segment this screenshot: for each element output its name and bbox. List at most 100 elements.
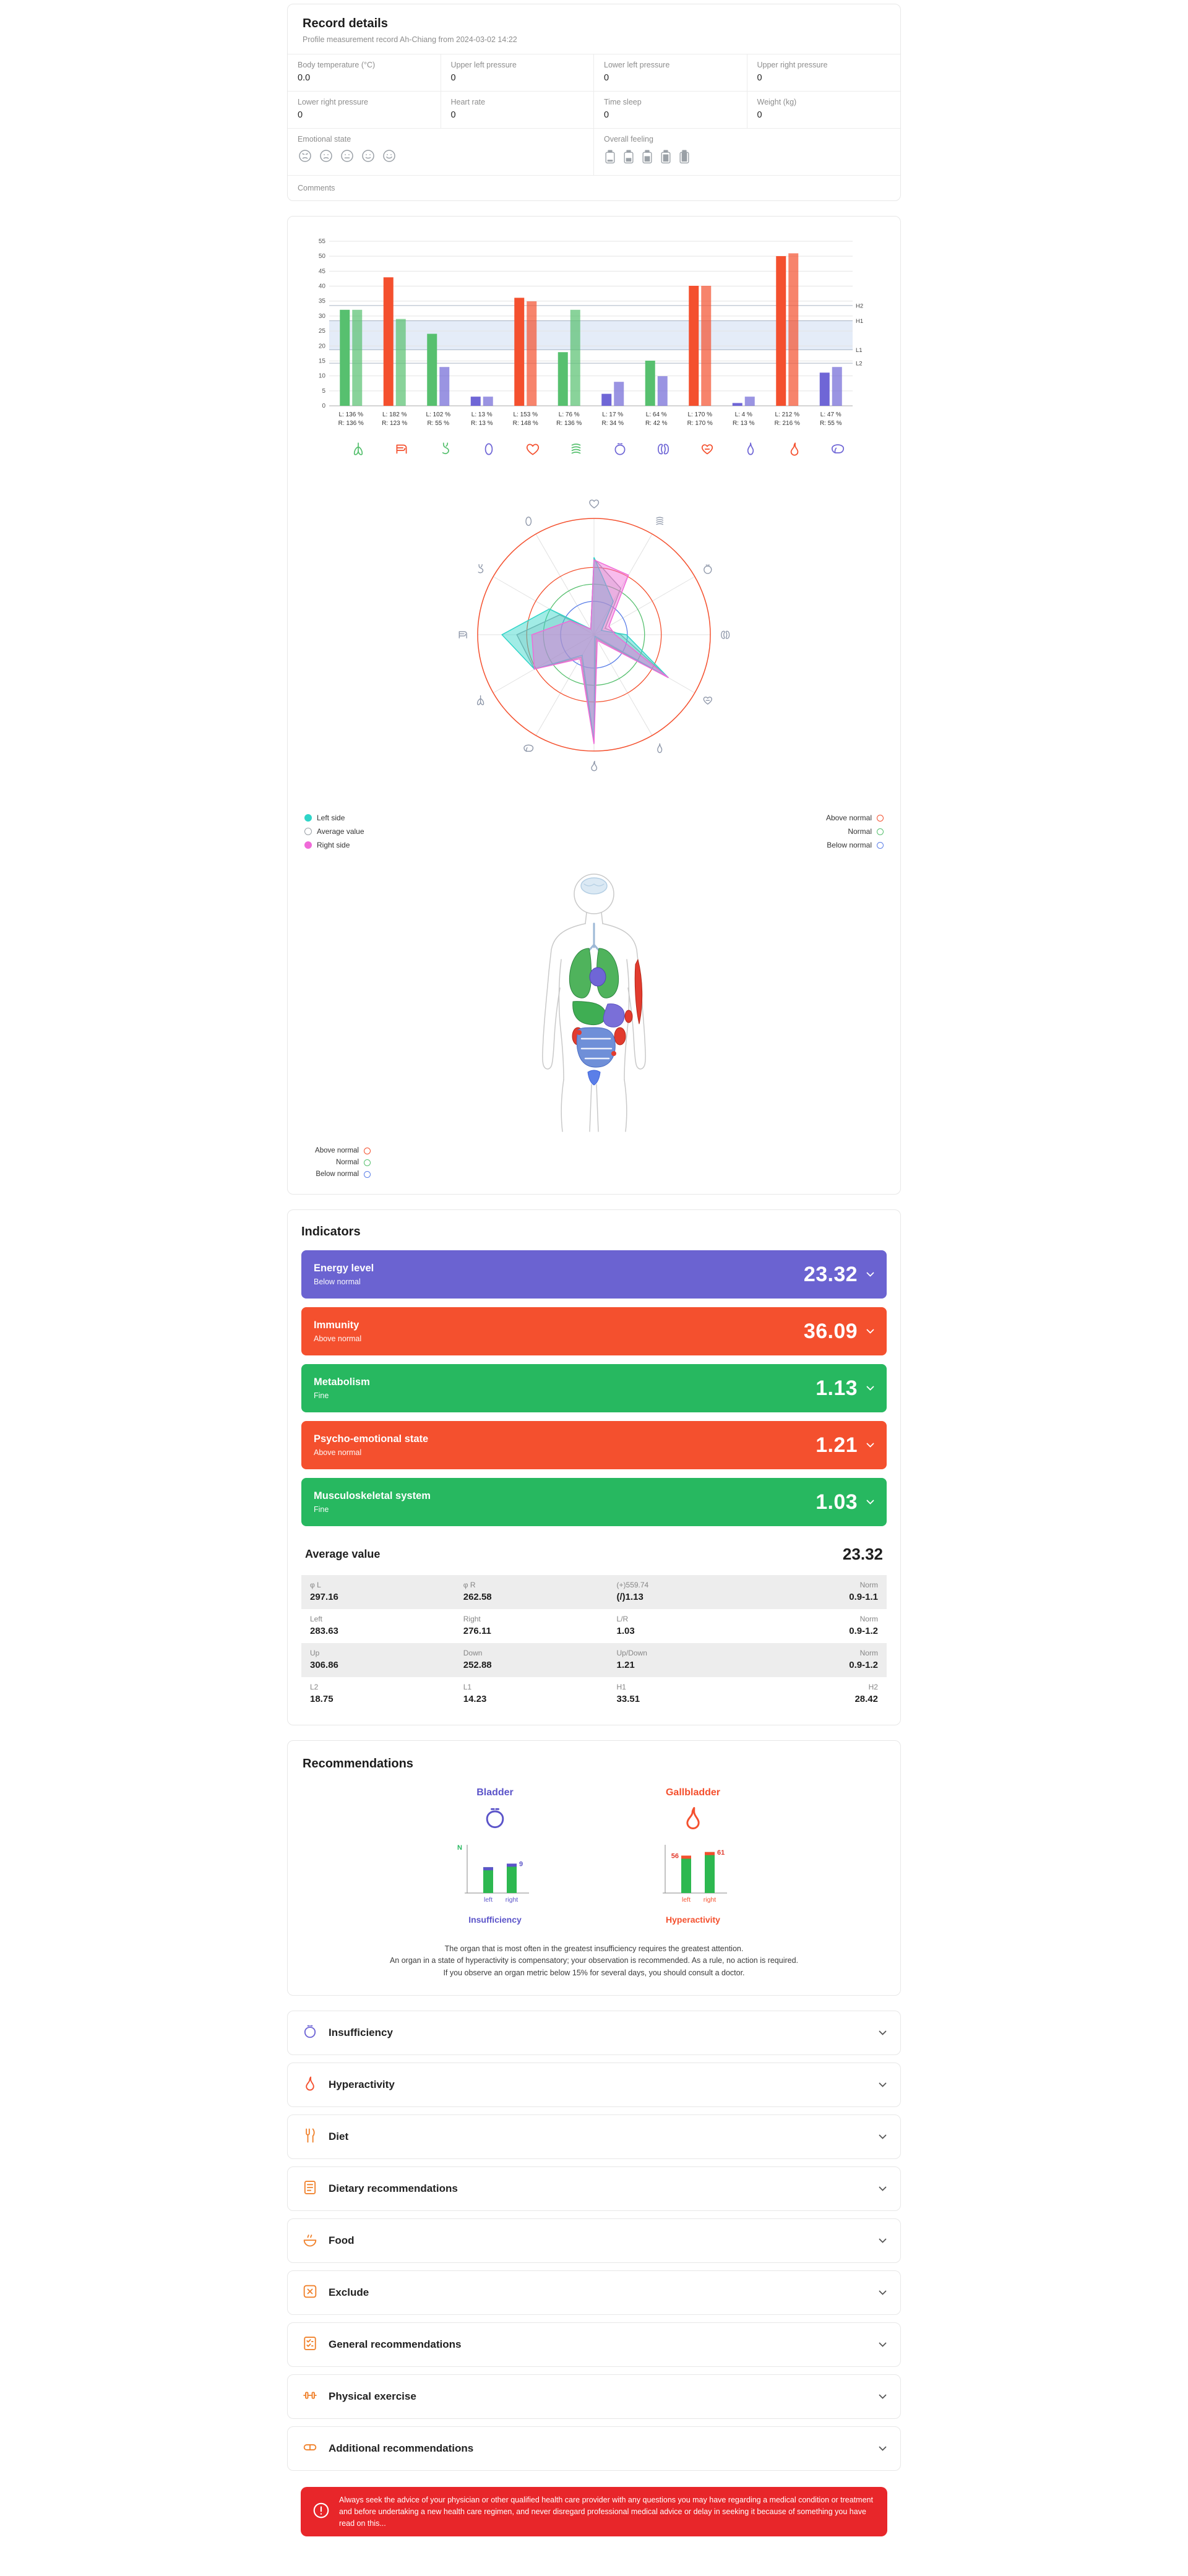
indicator-name: Metabolism <box>314 1376 370 1388</box>
meridian-icons-row <box>337 441 860 460</box>
stats-value: 0.9-1.1 <box>849 1592 878 1602</box>
battery-3-icon[interactable] <box>641 148 653 168</box>
indicator-immunity[interactable]: Immunity Above normal 36.09 <box>301 1307 887 1355</box>
comments-row[interactable]: Comments <box>288 176 900 200</box>
indicator-status: Fine <box>314 1505 329 1514</box>
section-dietary-recommendations[interactable]: Dietary recommendations <box>287 2166 901 2212</box>
overall-feeling-icons <box>604 148 890 168</box>
chevron-down-icon <box>879 2287 887 2298</box>
stats-value: 0.9-1.2 <box>849 1626 878 1636</box>
meridian-icon-cell <box>598 441 642 460</box>
svg-text:H2: H2 <box>856 303 863 309</box>
exclamation-icon <box>312 2501 330 2523</box>
section-general-recommendations[interactable]: General recommendations <box>287 2322 901 2368</box>
intestines-icon <box>576 1027 616 1068</box>
indicator-status: Below normal <box>314 1277 361 1286</box>
svg-text:5: 5 <box>322 388 325 395</box>
indicator-psycho-emotional-state[interactable]: Psycho-emotional state Above normal 1.21 <box>301 1421 887 1469</box>
stats-label: Up <box>310 1649 320 1657</box>
svg-text:R: 55 %: R: 55 % <box>427 420 449 427</box>
bladder-icon <box>481 1805 509 1835</box>
record-field: Lower left pressure 0 <box>594 54 747 92</box>
stomach-icon <box>437 441 454 460</box>
legend-label: Above normal <box>825 814 872 822</box>
indicator-status: Above normal <box>314 1448 362 1457</box>
svg-text:45: 45 <box>319 268 326 275</box>
grin-face-icon[interactable] <box>382 148 397 166</box>
section-physical-exercise[interactable]: Physical exercise <box>287 2374 901 2419</box>
neutral-face-icon[interactable] <box>340 148 355 166</box>
distressed-face-icon[interactable] <box>298 148 312 166</box>
svg-text:H1: H1 <box>856 318 863 325</box>
bladder-icon <box>612 441 628 460</box>
legend-item: Right side <box>304 841 364 849</box>
section-food[interactable]: Food <box>287 2218 901 2264</box>
recommendation-notes: The organ that is most often in the grea… <box>303 1943 885 1979</box>
indicator-list: Energy level Below normal 23.32 Immunity Abo… <box>301 1250 887 1526</box>
legend-label: Normal <box>848 827 872 836</box>
battery-2-icon[interactable] <box>622 148 635 168</box>
indicator-status: Above normal <box>314 1334 362 1343</box>
section-diet[interactable]: Diet <box>287 2114 901 2160</box>
section-additional-recommendations[interactable]: Additional recommendations <box>287 2426 901 2471</box>
field-label: Body temperature (°C) <box>298 61 376 69</box>
stats-value: 306.86 <box>310 1660 338 1670</box>
recommendation-sections: Insufficiency Hyperactivity Diet Dietary re… <box>287 2011 901 2471</box>
svg-text:L: 102 %: L: 102 % <box>426 411 451 418</box>
heart-icon <box>525 441 541 460</box>
indicator-name: Energy level <box>314 1263 374 1274</box>
document-icon <box>301 2179 319 2199</box>
pericardium-icon <box>699 441 715 460</box>
smile-face-icon[interactable] <box>361 148 376 166</box>
record-field: Heart rate 0 <box>441 92 594 129</box>
section-insufficiency[interactable]: Insufficiency <box>287 2011 901 2056</box>
spleen-organ-icon <box>624 1010 633 1023</box>
chevron-down-icon <box>866 1496 874 1508</box>
food-icon <box>301 2231 319 2251</box>
stats-value: 33.51 <box>616 1694 640 1704</box>
field-value: 0 <box>757 110 762 120</box>
record-field: Time sleep 0 <box>594 92 747 129</box>
indicator-metabolism[interactable]: Metabolism Fine 1.13 <box>301 1364 887 1412</box>
meridian-icon-cell <box>380 441 424 460</box>
legend-swatch <box>877 814 884 822</box>
section-exclude[interactable]: Exclude <box>287 2270 901 2316</box>
stats-cell: L/R 1.03 <box>608 1609 762 1643</box>
svg-text:L: 64 %: L: 64 % <box>646 411 667 418</box>
legend-item: Above normal <box>304 1147 371 1154</box>
svg-text:L: 153 %: L: 153 % <box>514 411 538 418</box>
average-value-label: Average value <box>305 1548 381 1560</box>
indicator-status: Fine <box>314 1391 329 1400</box>
indicator-value: 23.32 <box>803 1262 858 1286</box>
disclaimer-text: Always seek the advice of your physician… <box>339 2496 873 2528</box>
svg-text:L: 182 %: L: 182 % <box>382 411 407 418</box>
organ-name: Bladder <box>476 1787 514 1798</box>
sad-face-icon[interactable] <box>319 148 334 166</box>
indicator-energy-level[interactable]: Energy level Below normal 23.32 <box>301 1250 887 1299</box>
exclude-icon <box>301 2283 319 2303</box>
svg-text:L: 17 %: L: 17 % <box>602 411 623 418</box>
battery-4-icon[interactable] <box>660 148 672 168</box>
legend-item: Left side <box>304 814 364 822</box>
meridian-icon-cell <box>686 441 730 460</box>
indicator-info: Immunity Above normal <box>314 1320 361 1343</box>
battery-1-icon[interactable] <box>604 148 616 168</box>
gallbladder-icon <box>301 2075 319 2095</box>
stats-label: φ L <box>310 1581 321 1589</box>
stats-cell: Up 306.86 <box>301 1643 455 1677</box>
section-hyperactivity[interactable]: Hyperactivity <box>287 2063 901 2108</box>
stats-label: (+)559.74 <box>616 1581 649 1589</box>
meridian-icon-cell <box>467 441 511 460</box>
stats-value: 283.63 <box>310 1626 338 1636</box>
field-value: 0 <box>450 73 456 83</box>
stats-label: Norm <box>859 1615 878 1623</box>
radar-legends: Left side Average value Right side Above n… <box>304 814 884 849</box>
indicator-musculoskeletal-system[interactable]: Musculoskeletal system Fine 1.03 <box>301 1478 887 1526</box>
field-label: Lower left pressure <box>604 61 670 69</box>
svg-text:35: 35 <box>319 298 326 305</box>
battery-5-icon[interactable] <box>678 148 691 168</box>
stats-cell: Left 283.63 <box>301 1609 455 1643</box>
indicator-info: Psycho-emotional state Above normal <box>314 1433 428 1457</box>
legend-swatch <box>877 828 884 835</box>
